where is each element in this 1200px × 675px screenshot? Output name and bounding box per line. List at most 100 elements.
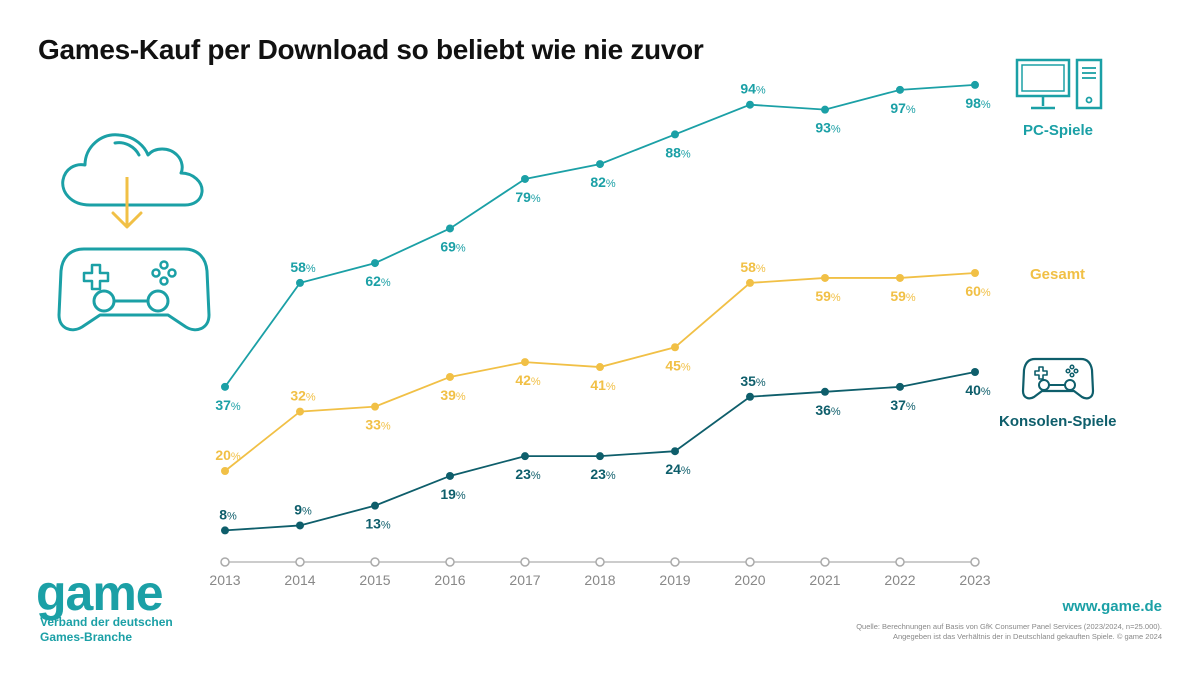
x-tick-label-2014: 2014	[284, 572, 315, 588]
x-tick-2016	[445, 557, 455, 567]
data-point-gesamt-2018	[596, 363, 604, 372]
data-point-pc-spiele-2014	[296, 278, 304, 287]
data-point-konsolen-spiele-2014	[296, 521, 304, 530]
data-label-konsolen-spiele-2019: 24%	[665, 461, 691, 477]
data-label-pc-spiele-2013: 37%	[215, 397, 241, 413]
data-point-konsolen-spiele-2022	[896, 382, 904, 391]
data-label-pc-spiele-2019: 88%	[665, 144, 691, 160]
cloud-download-icon	[61, 133, 204, 229]
x-tick-2015	[370, 557, 380, 567]
data-point-pc-spiele-2023	[971, 80, 979, 89]
x-tick-label-2022: 2022	[884, 572, 915, 588]
series-points	[221, 80, 979, 535]
data-point-konsolen-spiele-2018	[596, 452, 604, 461]
website-link[interactable]: www.game.de	[1062, 598, 1162, 615]
data-point-pc-spiele-2017	[521, 174, 529, 183]
data-label-pc-spiele-2021: 93%	[815, 120, 841, 136]
data-label-konsolen-spiele-2023: 40%	[965, 382, 991, 398]
data-point-gesamt-2015	[371, 402, 379, 411]
data-point-pc-spiele-2015	[371, 259, 379, 268]
data-point-pc-spiele-2020	[746, 100, 754, 109]
x-tick-2020	[745, 557, 755, 567]
series-line-konsolen-spiele	[224, 371, 976, 532]
data-label-pc-spiele-2016: 69%	[440, 238, 466, 254]
x-tick-label-2013: 2013	[209, 572, 240, 588]
x-tick-label-2019: 2019	[659, 572, 690, 588]
data-label-pc-spiele-2018: 82%	[590, 174, 616, 190]
series-label-konsolen-spiele: Konsolen-Spiele	[999, 413, 1117, 430]
x-tick-2018	[595, 557, 605, 567]
data-point-gesamt-2014	[296, 407, 304, 416]
computer-icon	[1015, 58, 1103, 110]
x-tick-2021	[820, 557, 830, 567]
x-tick-label-2017: 2017	[509, 572, 540, 588]
gamepad-icon	[57, 247, 211, 332]
data-label-gesamt-2020: 58%	[740, 259, 766, 275]
data-label-pc-spiele-2022: 97%	[890, 100, 916, 116]
data-point-gesamt-2019	[671, 343, 679, 352]
data-label-konsolen-spiele-2020: 35%	[740, 373, 766, 389]
data-label-konsolen-spiele-2015: 13%	[365, 516, 391, 532]
data-label-konsolen-spiele-2013: 8%	[219, 506, 237, 522]
data-label-gesamt-2022: 59%	[890, 288, 916, 304]
data-label-pc-spiele-2014: 58%	[290, 259, 316, 275]
data-label-gesamt-2023: 60%	[965, 283, 991, 299]
data-point-konsolen-spiele-2021	[821, 387, 829, 396]
series-lines	[224, 84, 976, 532]
series-label-pc-spiele: PC-Spiele	[1023, 122, 1094, 139]
data-label-gesamt-2021: 59%	[815, 288, 841, 304]
x-tick-2017	[520, 557, 530, 567]
data-point-gesamt-2021	[821, 273, 829, 282]
data-point-gesamt-2013	[221, 467, 229, 475]
data-label-konsolen-spiele-2021: 36%	[815, 402, 841, 418]
series-line-pc-spiele	[224, 84, 976, 388]
data-label-gesamt-2014: 32%	[290, 388, 316, 404]
x-tick-label-2016: 2016	[434, 572, 465, 588]
data-point-pc-spiele-2013	[221, 382, 229, 391]
org-line-1: Verband der deutschen	[40, 615, 173, 629]
data-label-gesamt-2018: 41%	[590, 377, 616, 393]
series-label-gesamt: Gesamt	[1030, 266, 1086, 283]
data-label-konsolen-spiele-2016: 19%	[440, 486, 466, 502]
org-line-2: Games-Branche	[40, 630, 133, 644]
data-point-konsolen-spiele-2020	[746, 392, 754, 401]
data-point-konsolen-spiele-2023	[971, 368, 979, 376]
data-label-pc-spiele-2023: 98%	[965, 95, 991, 111]
data-label-konsolen-spiele-2017: 23%	[515, 466, 541, 482]
data-point-gesamt-2016	[446, 372, 454, 381]
data-point-pc-spiele-2019	[671, 130, 679, 139]
series-line-gesamt	[224, 272, 976, 472]
data-label-gesamt-2019: 45%	[665, 357, 691, 373]
chart-title: Games-Kauf per Download so beliebt wie n…	[38, 34, 704, 65]
data-point-pc-spiele-2021	[821, 105, 829, 114]
x-tick-label-2015: 2015	[359, 572, 390, 588]
data-label-gesamt-2017: 42%	[515, 372, 541, 388]
data-label-pc-spiele-2015: 62%	[365, 273, 391, 289]
source-line-2: Angegeben ist das Verhältnis der in Deut…	[892, 632, 1162, 641]
source-line-1: Quelle: Berechnungen auf Basis von GfK C…	[856, 622, 1162, 631]
data-point-gesamt-2023	[971, 269, 979, 277]
data-label-gesamt-2016: 39%	[440, 387, 466, 403]
data-point-pc-spiele-2018	[596, 160, 604, 169]
data-labels: 37% 58% 62% 69% 79% 82% 88% 94% 93% 97% 98% 20% 32% 3…	[215, 81, 991, 532]
data-label-konsolen-spiele-2018: 23%	[590, 466, 616, 482]
x-tick-2013	[220, 557, 230, 567]
x-axis: 2013 2014 2015 2016 2017 2018 2019 2020 2021 2022…	[209, 557, 991, 588]
data-label-pc-spiele-2020: 94%	[740, 81, 766, 97]
data-point-gesamt-2017	[521, 358, 529, 367]
x-tick-2014	[295, 557, 305, 567]
data-point-gesamt-2020	[746, 278, 754, 287]
x-tick-label-2021: 2021	[809, 572, 840, 588]
x-tick-2022	[895, 557, 905, 567]
x-tick-label-2020: 2020	[734, 572, 765, 588]
data-point-pc-spiele-2022	[896, 85, 904, 94]
small-gamepad-icon	[1021, 357, 1095, 400]
data-label-pc-spiele-2017: 79%	[515, 189, 541, 205]
data-point-konsolen-spiele-2019	[671, 447, 679, 456]
data-label-gesamt-2015: 33%	[365, 417, 391, 433]
game-logo: game	[36, 565, 164, 621]
data-point-konsolen-spiele-2017	[521, 452, 529, 461]
x-tick-2023	[970, 557, 980, 567]
data-point-konsolen-spiele-2016	[446, 471, 454, 480]
